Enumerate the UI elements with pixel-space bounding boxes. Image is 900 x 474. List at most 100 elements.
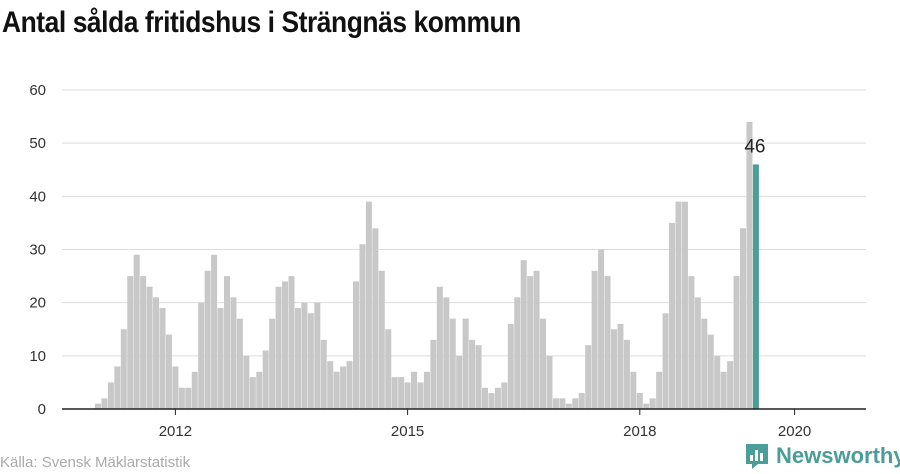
bar [236,318,243,409]
x-tick-label: 2015 [391,423,424,440]
bar [340,366,347,409]
bar [623,339,630,409]
bar [533,270,540,409]
bar [469,339,476,409]
bar [185,387,192,409]
bar [507,323,514,409]
bar [127,276,134,409]
bar [275,286,282,409]
bar [372,228,379,409]
bar [740,228,746,409]
bars [95,121,759,410]
y-tick-label: 40 [29,188,46,205]
bar [578,393,585,409]
bar [727,361,734,409]
bar [520,260,527,409]
bar [411,371,418,409]
bar [191,371,198,409]
bar [656,371,663,409]
bar [733,276,740,409]
bar [617,323,624,409]
bar [133,254,140,409]
bar [153,297,160,409]
y-tick-label: 60 [29,82,46,99]
bar [746,121,753,410]
bar [120,329,127,409]
bar [224,276,230,409]
bar [546,355,553,409]
bar [443,297,450,409]
bar [565,403,572,409]
bar [720,371,727,409]
highlighted-bar [752,164,759,409]
bar [365,201,372,409]
x-axis: 2012 2015 2018 2020 [62,408,866,440]
annotations: 46 [744,136,765,157]
bar [494,387,501,409]
bar [333,371,340,409]
bar [385,329,392,409]
bar [482,387,488,409]
bar [404,382,411,409]
bar [591,270,598,409]
bar [114,366,121,409]
bar [604,276,611,409]
brand-name: Newsworthy [776,443,900,468]
bar [514,297,521,409]
bar [669,222,676,409]
x-tick-label: 2018 [623,423,656,440]
bar [552,398,559,409]
bar [243,355,250,409]
bar [165,334,172,409]
bar [662,313,669,409]
highlight-value-label: 46 [744,136,765,157]
bar [701,318,708,409]
bar [649,398,656,409]
bar [353,281,359,409]
bar [598,249,605,409]
bar [462,318,469,409]
bar [585,345,592,409]
bar [456,355,463,409]
bar [211,254,218,409]
bar [417,382,424,409]
bar [688,276,695,409]
y-axis: 0 10 20 30 40 50 60 [29,82,46,418]
bar [204,270,211,409]
bar [269,318,276,409]
y-tick-label: 30 [29,242,46,259]
bar [359,244,366,409]
source-note: Källa: Svensk Mäklarstatistik [0,454,191,471]
y-tick-label: 20 [29,295,46,312]
bar [178,387,185,409]
brand-logo[interactable]: Newsworthy [744,442,900,470]
bar [346,361,353,409]
newsworthy-logo-icon [746,444,768,469]
bar [694,297,701,409]
bar [436,286,443,409]
bar [681,201,688,409]
bar [107,382,114,409]
bar [572,398,579,409]
bar [101,398,108,409]
bar [282,281,289,409]
bar [320,339,327,409]
bar [256,371,263,409]
bar [301,302,308,409]
bar [314,302,321,409]
bar [707,334,714,409]
bar [307,313,314,409]
bar [378,270,385,409]
bar [636,393,643,409]
bar [217,307,224,409]
bar [488,393,495,409]
bar [172,366,179,409]
bar [140,276,147,409]
bar [630,371,637,409]
bar [540,318,547,409]
bar [611,329,617,409]
y-tick-label: 50 [29,135,46,152]
x-tick-label: 2020 [778,423,811,440]
bar [423,371,430,409]
